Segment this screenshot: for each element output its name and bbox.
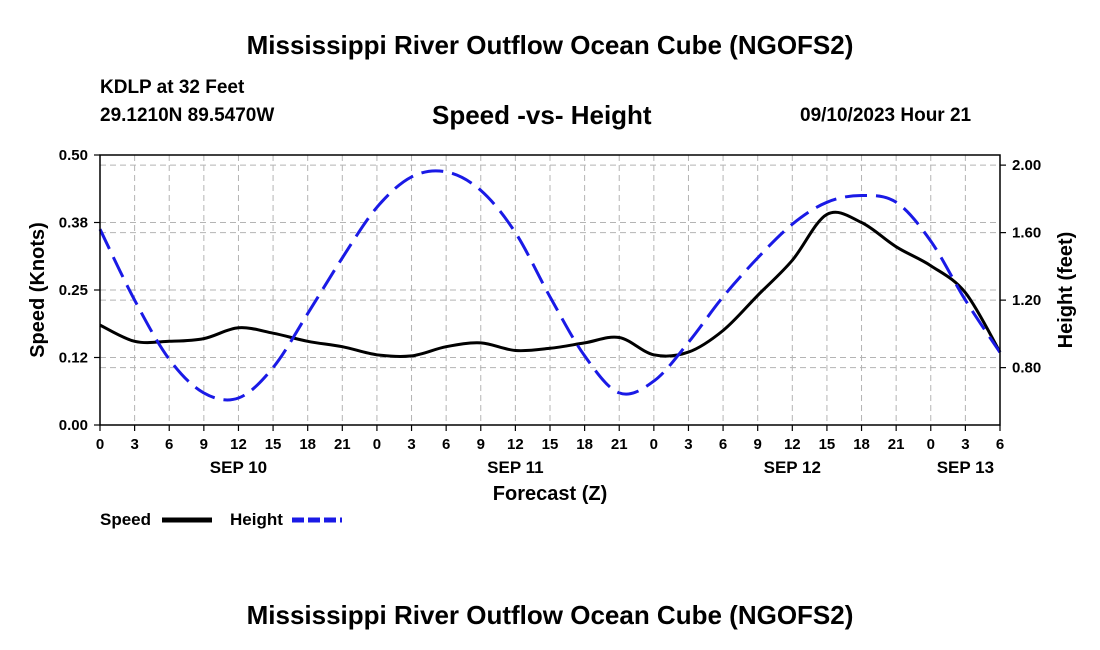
x-tick-label: 0 xyxy=(96,436,104,453)
axes: 0 3 6 9 12 15 18 21 0 3 6 9 12 15 18 21 0 3 6 9 12 15 18 21 0 3 6S… xyxy=(59,147,1041,477)
x-tick-label: 0 xyxy=(373,436,381,453)
chart-footer-title: Mississippi River Outflow Ocean Cube (NG… xyxy=(246,600,854,630)
coordinates-label: 29.1210N 89.5470W xyxy=(100,105,275,126)
series-lines xyxy=(98,169,1002,402)
forecast-datetime: 09/10/2023 Hour 21 xyxy=(800,105,972,126)
x-tick-label: 18 xyxy=(576,436,593,453)
x-tick-label: 15 xyxy=(265,436,282,453)
x-tick-label: 0 xyxy=(650,436,658,453)
y-axis-right-label: Height (feet) xyxy=(1055,232,1077,349)
y-left-tick-label: 0.12 xyxy=(59,350,88,367)
x-day-label: SEP 12 xyxy=(764,458,821,477)
x-tick-label: 12 xyxy=(507,436,524,453)
x-tick-label: 21 xyxy=(334,436,351,453)
y-left-tick-label: 0.50 xyxy=(59,147,88,164)
x-tick-label: 12 xyxy=(784,436,801,453)
legend-height-label: Height xyxy=(230,510,283,529)
x-tick-label: 3 xyxy=(684,436,692,453)
x-tick-label: 21 xyxy=(888,436,905,453)
x-tick-label: 6 xyxy=(719,436,727,453)
x-axis-label: Forecast (Z) xyxy=(493,483,607,505)
x-tick-label: 15 xyxy=(819,436,836,453)
x-tick-label: 9 xyxy=(200,436,208,453)
y-left-tick-label: 0.38 xyxy=(59,215,88,232)
x-tick-label: 15 xyxy=(542,436,559,453)
y-axis-left-label: Speed (Knots) xyxy=(27,222,49,358)
x-tick-label: 18 xyxy=(299,436,316,453)
x-day-label: SEP 11 xyxy=(487,458,543,477)
x-tick-label: 21 xyxy=(611,436,628,453)
y-left-tick-label: 0.00 xyxy=(59,417,88,434)
x-tick-label: 9 xyxy=(477,436,485,453)
legend: Speed Height xyxy=(100,510,342,529)
x-tick-label: 18 xyxy=(853,436,870,453)
y-right-tick-label: 0.80 xyxy=(1012,360,1041,377)
x-tick-label: 6 xyxy=(442,436,450,453)
y-right-tick-label: 1.60 xyxy=(1012,225,1041,242)
chart-main-title: Mississippi River Outflow Ocean Cube (NG… xyxy=(246,30,854,60)
station-label: KDLP at 32 Feet xyxy=(100,77,245,98)
x-day-label: SEP 10 xyxy=(210,458,267,477)
height-series-line xyxy=(98,169,1002,402)
x-tick-label: 3 xyxy=(407,436,415,453)
x-tick-label: 9 xyxy=(754,436,762,453)
x-tick-label: 3 xyxy=(130,436,138,453)
speed-series-line xyxy=(99,210,1002,359)
x-tick-label: 6 xyxy=(996,436,1004,453)
y-right-tick-label: 1.20 xyxy=(1012,292,1041,309)
x-tick-label: 0 xyxy=(927,436,935,453)
y-right-tick-label: 2.00 xyxy=(1012,157,1041,174)
x-day-label: SEP 13 xyxy=(937,458,994,477)
x-tick-label: 3 xyxy=(961,436,969,453)
x-tick-label: 6 xyxy=(165,436,173,453)
chart-subtitle: Speed -vs- Height xyxy=(432,100,652,130)
y-left-tick-label: 0.25 xyxy=(59,282,88,299)
legend-speed-label: Speed xyxy=(100,510,151,529)
x-tick-label: 12 xyxy=(230,436,247,453)
grid xyxy=(100,155,1000,425)
